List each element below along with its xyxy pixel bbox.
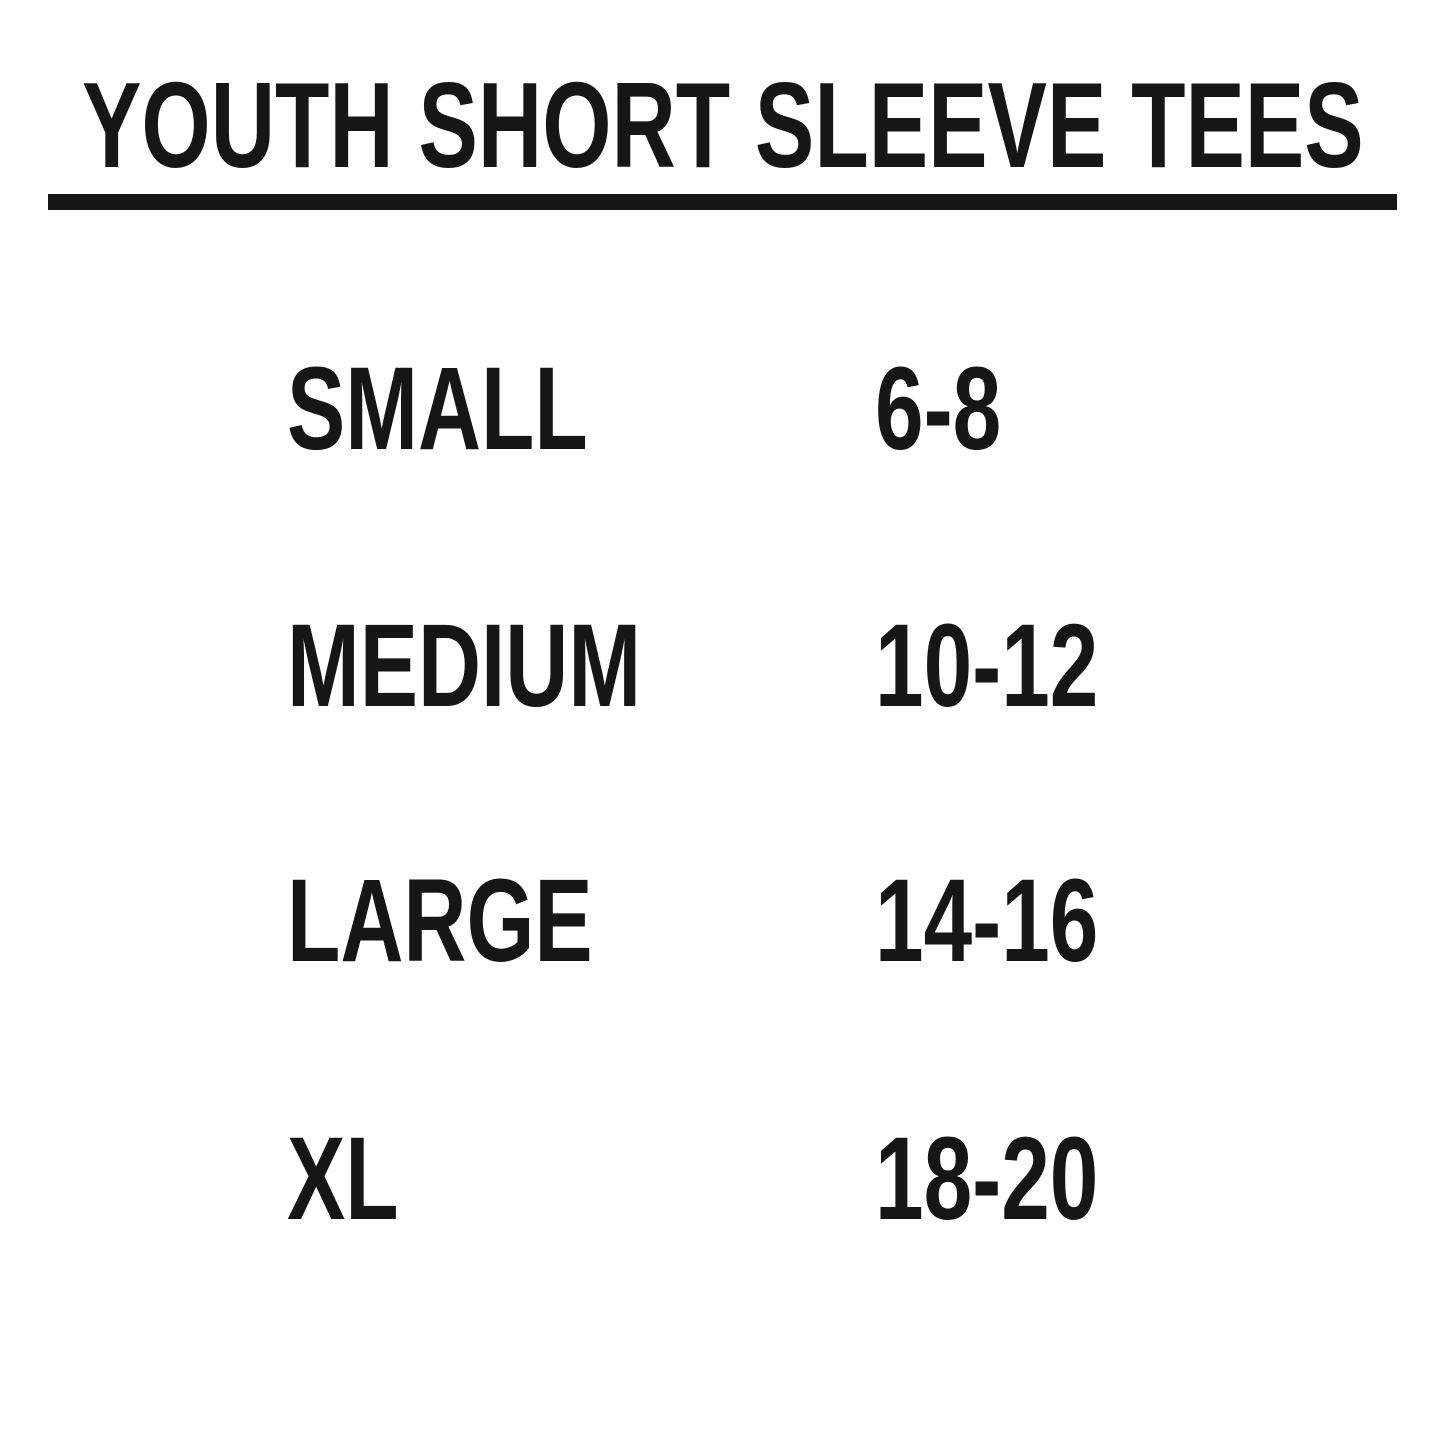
size-range: 6-8 — [875, 343, 1002, 475]
size-row-xl: XL 18-20 — [0, 1120, 1445, 1238]
size-label: XL — [287, 1113, 399, 1245]
size-row-small: SMALL 6-8 — [0, 350, 1445, 468]
size-row-medium: MEDIUM 10-12 — [0, 607, 1445, 725]
size-label: MEDIUM — [287, 600, 642, 732]
size-label: LARGE — [287, 855, 593, 987]
chart-title: YOUTH SHORT SLEEVE TEES — [81, 57, 1364, 193]
size-label: SMALL — [287, 343, 588, 475]
title-underline — [48, 194, 1397, 210]
size-range: 18-20 — [875, 1113, 1099, 1245]
size-range: 14-16 — [875, 855, 1099, 987]
size-row-large: LARGE 14-16 — [0, 862, 1445, 980]
size-range: 10-12 — [875, 600, 1099, 732]
chart-header: YOUTH SHORT SLEEVE TEES — [0, 64, 1445, 186]
